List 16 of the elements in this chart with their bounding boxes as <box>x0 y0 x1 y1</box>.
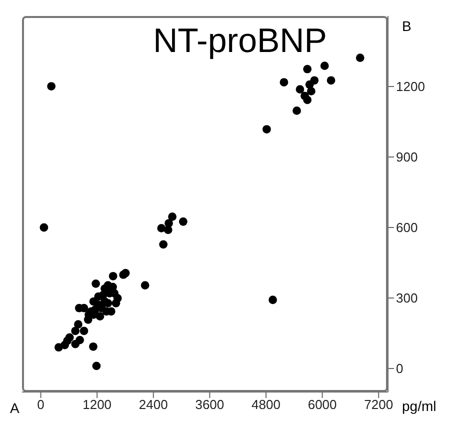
x-axis-title: pg/ml <box>402 398 436 414</box>
x-tick-label: 2400 <box>138 397 168 412</box>
x-tick-label: 3600 <box>195 397 224 412</box>
x-tick-label: 6000 <box>308 397 337 412</box>
y-tick-label: 1200 <box>396 79 425 94</box>
x-tick-label: 1200 <box>82 397 112 412</box>
text: A <box>10 400 20 416</box>
text: B <box>402 18 412 34</box>
y-tick-label: 0 <box>396 361 404 376</box>
chart-title: NT-proBNP <box>152 22 328 61</box>
y-tick-label: 900 <box>396 150 418 165</box>
x-tick-label: 0 <box>37 397 44 412</box>
x-tick-label: 4800 <box>252 397 280 412</box>
y-tick-label: 300 <box>396 290 418 306</box>
y-tick-label: 600 <box>396 220 418 236</box>
x-tick-label: 7200 <box>364 397 394 412</box>
